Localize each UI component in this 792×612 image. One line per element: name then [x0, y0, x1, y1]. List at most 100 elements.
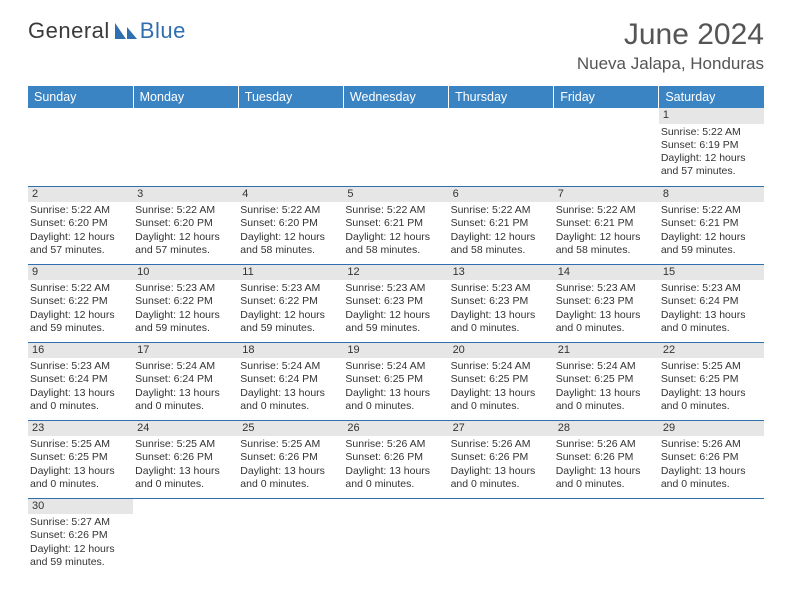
daylight-text: Daylight: 13 hours and 0 minutes.	[451, 387, 550, 413]
sunset-text: Sunset: 6:26 PM	[556, 451, 655, 464]
daylight-text: Daylight: 13 hours and 0 minutes.	[661, 309, 760, 335]
day-details: Sunrise: 5:25 AMSunset: 6:25 PMDaylight:…	[659, 358, 764, 415]
calendar-day-cell: 12Sunrise: 5:23 AMSunset: 6:23 PMDayligh…	[343, 264, 448, 342]
sunset-text: Sunset: 6:22 PM	[135, 295, 234, 308]
calendar-day-cell: 24Sunrise: 5:25 AMSunset: 6:26 PMDayligh…	[133, 420, 238, 498]
sunrise-text: Sunrise: 5:27 AM	[30, 516, 129, 529]
day-number: 18	[238, 343, 343, 359]
sunrise-text: Sunrise: 5:23 AM	[240, 282, 339, 295]
sunrise-text: Sunrise: 5:22 AM	[451, 204, 550, 217]
day-number: 17	[133, 343, 238, 359]
day-details: Sunrise: 5:22 AMSunset: 6:20 PMDaylight:…	[28, 202, 133, 259]
day-details: Sunrise: 5:26 AMSunset: 6:26 PMDaylight:…	[659, 436, 764, 493]
sunrise-text: Sunrise: 5:22 AM	[556, 204, 655, 217]
day-number: 16	[28, 343, 133, 359]
sunset-text: Sunset: 6:22 PM	[240, 295, 339, 308]
daylight-text: Daylight: 12 hours and 57 minutes.	[661, 152, 760, 178]
day-details: Sunrise: 5:24 AMSunset: 6:24 PMDaylight:…	[238, 358, 343, 415]
sail-icon	[113, 21, 139, 41]
day-number: 22	[659, 343, 764, 359]
calendar-day-cell: 19Sunrise: 5:24 AMSunset: 6:25 PMDayligh…	[343, 342, 448, 420]
daylight-text: Daylight: 12 hours and 59 minutes.	[30, 309, 129, 335]
sunrise-text: Sunrise: 5:26 AM	[345, 438, 444, 451]
day-number: 19	[343, 343, 448, 359]
sunrise-text: Sunrise: 5:25 AM	[135, 438, 234, 451]
sunrise-text: Sunrise: 5:25 AM	[30, 438, 129, 451]
sunrise-text: Sunrise: 5:22 AM	[345, 204, 444, 217]
sunset-text: Sunset: 6:21 PM	[345, 217, 444, 230]
sunset-text: Sunset: 6:25 PM	[661, 373, 760, 386]
calendar-day-cell: 20Sunrise: 5:24 AMSunset: 6:25 PMDayligh…	[449, 342, 554, 420]
weekday-head: Monday	[133, 86, 238, 108]
sunset-text: Sunset: 6:24 PM	[661, 295, 760, 308]
day-details: Sunrise: 5:25 AMSunset: 6:26 PMDaylight:…	[238, 436, 343, 493]
calendar-day-cell	[238, 108, 343, 186]
calendar-day-cell	[133, 498, 238, 576]
sunset-text: Sunset: 6:20 PM	[135, 217, 234, 230]
calendar-day-cell: 23Sunrise: 5:25 AMSunset: 6:25 PMDayligh…	[28, 420, 133, 498]
daylight-text: Daylight: 13 hours and 0 minutes.	[451, 309, 550, 335]
day-details: Sunrise: 5:24 AMSunset: 6:25 PMDaylight:…	[449, 358, 554, 415]
day-number: 23	[28, 421, 133, 437]
day-details: Sunrise: 5:22 AMSunset: 6:20 PMDaylight:…	[133, 202, 238, 259]
day-number: 14	[554, 265, 659, 281]
day-details: Sunrise: 5:22 AMSunset: 6:21 PMDaylight:…	[343, 202, 448, 259]
calendar-day-cell	[343, 108, 448, 186]
daylight-text: Daylight: 12 hours and 57 minutes.	[135, 231, 234, 257]
day-details: Sunrise: 5:23 AMSunset: 6:22 PMDaylight:…	[238, 280, 343, 337]
sunset-text: Sunset: 6:25 PM	[556, 373, 655, 386]
day-details: Sunrise: 5:23 AMSunset: 6:23 PMDaylight:…	[449, 280, 554, 337]
sunset-text: Sunset: 6:21 PM	[556, 217, 655, 230]
calendar-day-cell: 17Sunrise: 5:24 AMSunset: 6:24 PMDayligh…	[133, 342, 238, 420]
daylight-text: Daylight: 12 hours and 59 minutes.	[240, 309, 339, 335]
daylight-text: Daylight: 12 hours and 58 minutes.	[556, 231, 655, 257]
brand-logo: General Blue	[28, 18, 186, 44]
weekday-head: Thursday	[449, 86, 554, 108]
day-number: 3	[133, 187, 238, 203]
calendar-day-cell: 8Sunrise: 5:22 AMSunset: 6:21 PMDaylight…	[659, 186, 764, 264]
daylight-text: Daylight: 12 hours and 59 minutes.	[661, 231, 760, 257]
day-details: Sunrise: 5:23 AMSunset: 6:24 PMDaylight:…	[659, 280, 764, 337]
calendar-day-cell	[133, 108, 238, 186]
calendar-day-cell: 14Sunrise: 5:23 AMSunset: 6:23 PMDayligh…	[554, 264, 659, 342]
sunrise-text: Sunrise: 5:22 AM	[661, 204, 760, 217]
sunrise-text: Sunrise: 5:24 AM	[451, 360, 550, 373]
sunset-text: Sunset: 6:20 PM	[240, 217, 339, 230]
sunset-text: Sunset: 6:23 PM	[451, 295, 550, 308]
weekday-head: Friday	[554, 86, 659, 108]
calendar-day-cell	[238, 498, 343, 576]
sunset-text: Sunset: 6:26 PM	[30, 529, 129, 542]
sunrise-text: Sunrise: 5:22 AM	[661, 126, 760, 139]
calendar-day-cell: 25Sunrise: 5:25 AMSunset: 6:26 PMDayligh…	[238, 420, 343, 498]
calendar-week-row: 23Sunrise: 5:25 AMSunset: 6:25 PMDayligh…	[28, 420, 764, 498]
day-number: 28	[554, 421, 659, 437]
calendar-day-cell: 2Sunrise: 5:22 AMSunset: 6:20 PMDaylight…	[28, 186, 133, 264]
calendar-day-cell: 26Sunrise: 5:26 AMSunset: 6:26 PMDayligh…	[343, 420, 448, 498]
sunrise-text: Sunrise: 5:24 AM	[135, 360, 234, 373]
day-details: Sunrise: 5:22 AMSunset: 6:20 PMDaylight:…	[238, 202, 343, 259]
calendar-day-cell: 28Sunrise: 5:26 AMSunset: 6:26 PMDayligh…	[554, 420, 659, 498]
day-number: 1	[659, 108, 764, 124]
calendar-day-cell: 30Sunrise: 5:27 AMSunset: 6:26 PMDayligh…	[28, 498, 133, 576]
day-number: 21	[554, 343, 659, 359]
daylight-text: Daylight: 12 hours and 57 minutes.	[30, 231, 129, 257]
page-header: General Blue June 2024 Nueva Jalapa, Hon…	[0, 0, 792, 80]
daylight-text: Daylight: 13 hours and 0 minutes.	[30, 465, 129, 491]
daylight-text: Daylight: 13 hours and 0 minutes.	[345, 387, 444, 413]
sunset-text: Sunset: 6:20 PM	[30, 217, 129, 230]
day-number: 12	[343, 265, 448, 281]
calendar-day-cell: 7Sunrise: 5:22 AMSunset: 6:21 PMDaylight…	[554, 186, 659, 264]
day-details: Sunrise: 5:27 AMSunset: 6:26 PMDaylight:…	[28, 514, 133, 571]
calendar-day-cell	[28, 108, 133, 186]
day-number: 8	[659, 187, 764, 203]
sunset-text: Sunset: 6:21 PM	[661, 217, 760, 230]
brand-part1: General	[28, 18, 110, 44]
day-details: Sunrise: 5:24 AMSunset: 6:25 PMDaylight:…	[554, 358, 659, 415]
sunrise-text: Sunrise: 5:26 AM	[556, 438, 655, 451]
day-number: 25	[238, 421, 343, 437]
day-number: 27	[449, 421, 554, 437]
sunrise-text: Sunrise: 5:22 AM	[135, 204, 234, 217]
day-number: 2	[28, 187, 133, 203]
sunrise-text: Sunrise: 5:26 AM	[451, 438, 550, 451]
daylight-text: Daylight: 13 hours and 0 minutes.	[661, 387, 760, 413]
